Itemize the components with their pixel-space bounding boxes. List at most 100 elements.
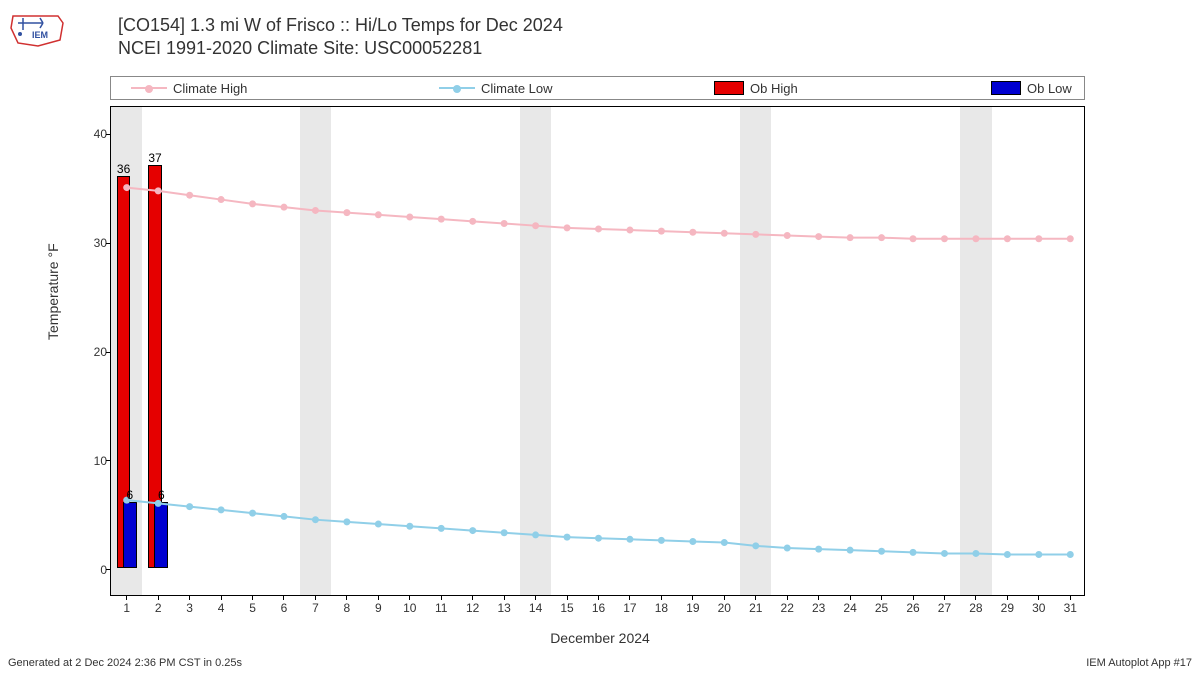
climate-high-marker xyxy=(438,216,445,223)
xtick-label: 9 xyxy=(375,601,382,615)
xtick-label: 19 xyxy=(686,601,699,615)
xtick-label: 6 xyxy=(281,601,288,615)
climate-high-marker xyxy=(343,209,350,216)
ob-high-bar-label: 37 xyxy=(148,151,161,165)
yaxis-label: Temperature °F xyxy=(45,243,61,340)
chart-title: [CO154] 1.3 mi W of Frisco :: Hi/Lo Temp… xyxy=(118,14,563,61)
climate-high-marker xyxy=(564,224,571,231)
svg-text:IEM: IEM xyxy=(32,30,48,40)
xtick-mark xyxy=(283,595,284,600)
legend-ob-high: Ob High xyxy=(714,81,798,96)
climate-high-marker xyxy=(532,222,539,229)
climate-low-marker xyxy=(1004,551,1011,558)
xtick-mark xyxy=(189,595,190,600)
chart-svg xyxy=(111,107,1084,595)
climate-low-marker xyxy=(1035,551,1042,558)
ytick-label: 30 xyxy=(94,236,107,250)
climate-low-marker xyxy=(595,535,602,542)
ytick-mark xyxy=(106,569,111,570)
climate-high-marker xyxy=(218,196,225,203)
ytick-label: 40 xyxy=(94,127,107,141)
xtick-label: 28 xyxy=(969,601,982,615)
ob-low-bar-label: 6 xyxy=(158,488,165,502)
xtick-mark xyxy=(1007,595,1008,600)
xaxis-label: December 2024 xyxy=(0,630,1200,646)
xtick-mark xyxy=(535,595,536,600)
climate-high-marker xyxy=(406,213,413,220)
xtick-label: 16 xyxy=(592,601,605,615)
xtick-mark xyxy=(441,595,442,600)
climate-high-marker xyxy=(280,204,287,211)
xtick-mark xyxy=(315,595,316,600)
xtick-label: 13 xyxy=(497,601,510,615)
climate-high-marker xyxy=(815,233,822,240)
legend: Climate High Climate Low Ob High Ob Low xyxy=(110,76,1085,100)
climate-high-marker xyxy=(752,231,759,238)
climate-low-marker xyxy=(689,538,696,545)
xtick-mark xyxy=(567,595,568,600)
xtick-label: 1 xyxy=(123,601,130,615)
ob-low-bar-label: 6 xyxy=(127,488,134,502)
climate-low-marker xyxy=(406,523,413,530)
xtick-label: 27 xyxy=(938,601,951,615)
climate-high-marker xyxy=(689,229,696,236)
xtick-label: 20 xyxy=(718,601,731,615)
xtick-mark xyxy=(472,595,473,600)
climate-low-marker xyxy=(815,546,822,553)
xtick-label: 4 xyxy=(218,601,225,615)
xtick-label: 11 xyxy=(435,601,447,615)
climate-high-marker xyxy=(941,235,948,242)
climate-high-marker xyxy=(1067,235,1074,242)
climate-low-marker xyxy=(438,525,445,532)
climate-high-marker xyxy=(910,235,917,242)
xtick-mark xyxy=(944,595,945,600)
climate-high-marker xyxy=(972,235,979,242)
climate-low-marker xyxy=(501,529,508,536)
xtick-mark xyxy=(252,595,253,600)
xtick-mark xyxy=(346,595,347,600)
climate-high-marker xyxy=(784,232,791,239)
climate-low-marker xyxy=(280,513,287,520)
xtick-label: 10 xyxy=(403,601,416,615)
xtick-label: 30 xyxy=(1032,601,1045,615)
xtick-label: 24 xyxy=(843,601,856,615)
xtick-label: 7 xyxy=(312,601,319,615)
climate-low-line xyxy=(127,500,1071,554)
climate-high-marker xyxy=(595,225,602,232)
xtick-mark xyxy=(881,595,882,600)
xtick-label: 26 xyxy=(906,601,919,615)
title-line-1: [CO154] 1.3 mi W of Frisco :: Hi/Lo Temp… xyxy=(118,14,563,37)
climate-high-marker xyxy=(721,230,728,237)
climate-high-marker xyxy=(186,192,193,199)
xtick-label: 14 xyxy=(529,601,542,615)
ytick-mark xyxy=(106,243,111,244)
climate-high-marker xyxy=(1004,235,1011,242)
xtick-label: 23 xyxy=(812,601,825,615)
xtick-label: 17 xyxy=(623,601,636,615)
climate-low-marker xyxy=(658,537,665,544)
iem-logo: IEM xyxy=(8,8,68,48)
xtick-mark xyxy=(724,595,725,600)
xtick-mark xyxy=(661,595,662,600)
xtick-mark xyxy=(409,595,410,600)
climate-high-marker xyxy=(501,220,508,227)
climate-low-marker xyxy=(878,548,885,555)
legend-climate-high: Climate High xyxy=(131,81,247,96)
climate-high-marker xyxy=(469,218,476,225)
xtick-mark xyxy=(221,595,222,600)
xtick-mark xyxy=(913,595,914,600)
xtick-label: 5 xyxy=(249,601,256,615)
climate-low-marker xyxy=(375,521,382,528)
ytick-mark xyxy=(106,460,111,461)
xtick-mark xyxy=(629,595,630,600)
climate-high-marker xyxy=(626,227,633,234)
climate-low-marker xyxy=(532,531,539,538)
xtick-mark xyxy=(850,595,851,600)
footer-right: IEM Autoplot App #17 xyxy=(1086,657,1192,669)
climate-low-marker xyxy=(972,550,979,557)
xtick-label: 3 xyxy=(186,601,193,615)
xtick-label: 25 xyxy=(875,601,888,615)
legend-label: Ob Low xyxy=(1027,81,1072,96)
xtick-mark xyxy=(378,595,379,600)
climate-low-marker xyxy=(784,545,791,552)
